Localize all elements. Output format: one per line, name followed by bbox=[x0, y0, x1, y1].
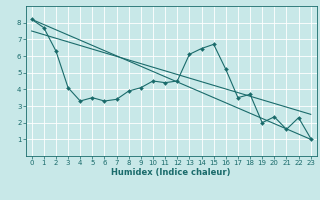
X-axis label: Humidex (Indice chaleur): Humidex (Indice chaleur) bbox=[111, 168, 231, 177]
